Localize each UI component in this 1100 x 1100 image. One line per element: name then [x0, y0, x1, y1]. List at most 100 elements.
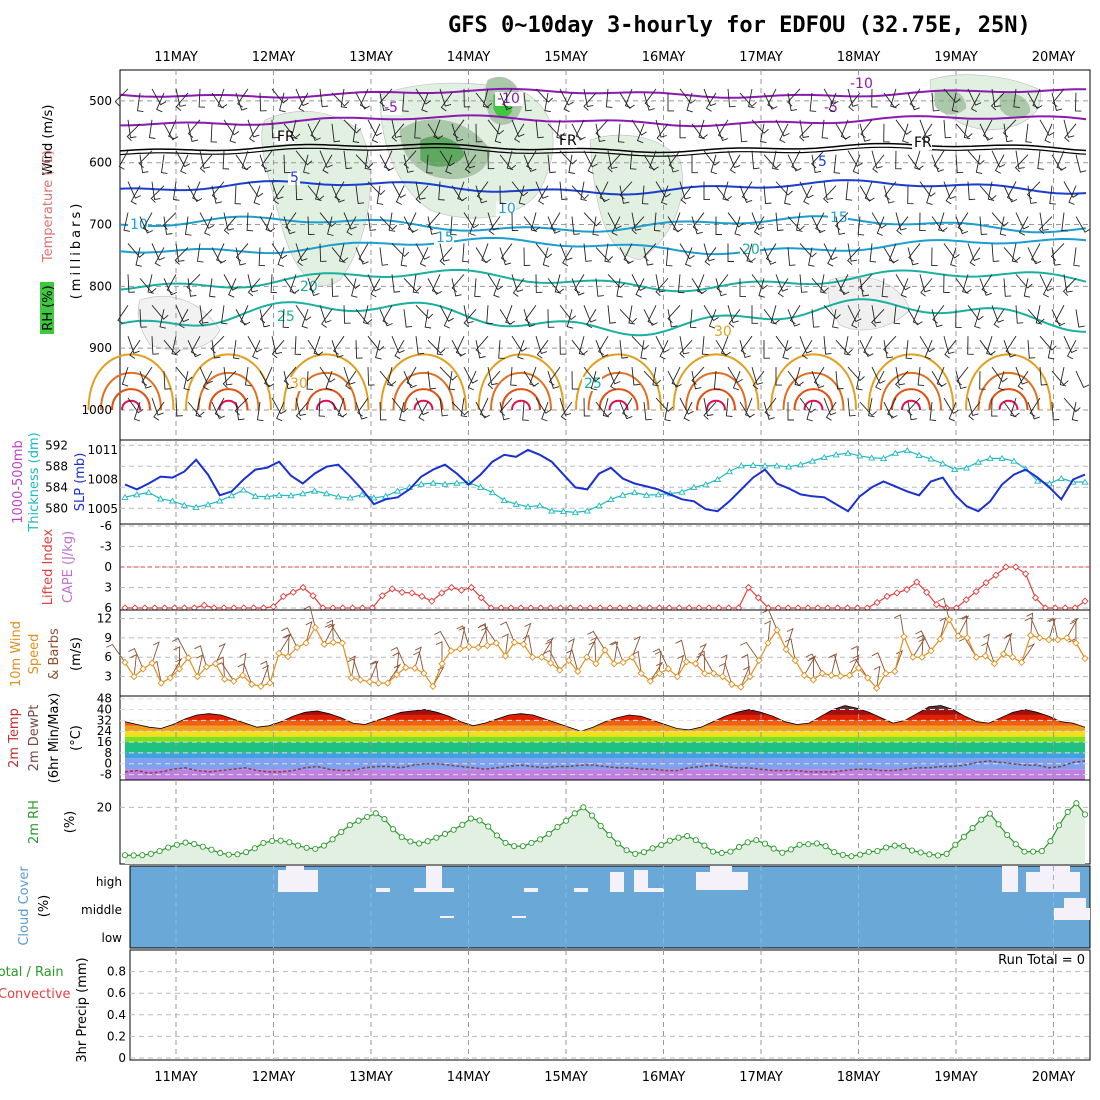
wind-barb	[514, 123, 525, 143]
wind-barb	[715, 216, 722, 235]
wind-barb	[474, 278, 481, 298]
top-date-label: 20MAY	[1032, 50, 1076, 65]
wind-barb	[643, 401, 652, 421]
rh2m-marker	[1012, 841, 1019, 848]
wind10m-marker	[438, 660, 446, 668]
wind-barb	[1003, 247, 1021, 262]
cloud-unit: (%)	[37, 895, 52, 918]
wind-barb	[583, 366, 601, 382]
rh2m-marker	[831, 849, 838, 856]
wind-barb	[655, 335, 670, 353]
wind-barb	[703, 243, 715, 262]
rh2m-marker	[433, 834, 440, 841]
rh2m-marker	[260, 839, 267, 846]
wind-barb	[306, 371, 314, 390]
wind-barb	[1042, 278, 1053, 298]
thickness-marker	[678, 488, 686, 495]
thickness-marker	[749, 461, 757, 468]
wind-barb	[727, 366, 743, 384]
wind-barb	[659, 339, 669, 360]
wind-barb	[307, 123, 321, 141]
wind-barb	[1027, 340, 1036, 359]
wind-barb	[909, 88, 921, 108]
wind-barb	[667, 370, 682, 388]
li-grid	[120, 524, 1090, 610]
wind-barb	[998, 370, 1005, 391]
wind-barb	[607, 274, 626, 289]
wind-barb	[907, 92, 920, 111]
wind-barb	[151, 336, 159, 355]
wind-barb	[403, 309, 413, 328]
cloud-gap	[1040, 866, 1070, 876]
temp2m-tick-label: -8	[100, 768, 112, 782]
wind-barb	[479, 397, 489, 418]
rh2m-marker	[338, 828, 345, 835]
wind10m-tick-label: 12	[97, 611, 112, 625]
wind-barb	[129, 339, 141, 359]
wind-barb	[979, 371, 986, 390]
wind-barb	[1063, 119, 1075, 138]
thickness-marker	[121, 493, 129, 500]
warm-contour	[295, 372, 357, 411]
wind-barb	[872, 154, 885, 173]
wind-barb	[391, 274, 401, 293]
wind-barb	[237, 88, 249, 108]
wind-barb	[127, 243, 145, 258]
wind-barb	[499, 401, 510, 421]
wind-barb	[938, 212, 945, 232]
wind-barb	[499, 92, 513, 111]
wind-barb	[1005, 335, 1017, 355]
wind-barb	[343, 274, 361, 290]
bottom-date-label: 15MAY	[544, 1070, 588, 1085]
rh2m-line	[124, 802, 1086, 857]
wind-barb	[823, 185, 837, 204]
wind-barb	[586, 309, 597, 329]
cloud-gap	[696, 872, 748, 890]
wind-barb	[919, 119, 932, 138]
wind-barb	[415, 243, 430, 260]
wind-barb	[725, 397, 733, 417]
thickness-marker	[820, 453, 828, 460]
wind-barb	[271, 88, 289, 104]
wind-barb	[427, 339, 446, 354]
li-marker	[754, 594, 763, 602]
wind-barb	[631, 119, 647, 136]
rh2m-axis-label: 2m RH	[27, 800, 42, 844]
wind-barb	[619, 92, 635, 109]
dewpoint-line	[124, 760, 1086, 774]
wind-barb	[571, 185, 590, 200]
wind-barb	[517, 340, 525, 360]
wind-barb	[580, 181, 587, 201]
wind-barb	[1027, 308, 1045, 324]
wind-barb	[623, 243, 633, 263]
wind-barb	[426, 154, 433, 174]
wind-barb	[791, 150, 801, 170]
wind10m-marker	[782, 645, 790, 654]
wind-barb	[884, 181, 897, 200]
wind-barb	[333, 335, 345, 355]
wind10m-barb	[695, 643, 707, 664]
wind-barb	[544, 92, 551, 113]
wind-barb	[283, 366, 297, 386]
wind-barb	[1056, 150, 1065, 171]
wind-barb	[876, 216, 885, 236]
wind-barb	[439, 150, 456, 167]
warm-contour	[965, 353, 1052, 411]
wind10m-marker	[148, 659, 156, 667]
li-marker	[962, 596, 970, 604]
wind-barb	[375, 340, 382, 360]
wind-barb	[370, 278, 381, 298]
wind-barb	[628, 305, 635, 325]
wind-barb	[367, 335, 385, 351]
contour-label: 15	[436, 230, 454, 246]
wind-barb	[883, 123, 890, 143]
wind-barb	[583, 243, 592, 262]
wind-barb	[340, 88, 348, 109]
wind-barb	[734, 216, 741, 236]
wind-barb	[859, 123, 871, 142]
wind-barb	[1039, 367, 1048, 386]
rh2m-marker	[450, 826, 457, 833]
cloud-gaps	[278, 866, 1090, 920]
wind10m-marker	[456, 645, 464, 653]
wind-barb	[631, 212, 642, 231]
